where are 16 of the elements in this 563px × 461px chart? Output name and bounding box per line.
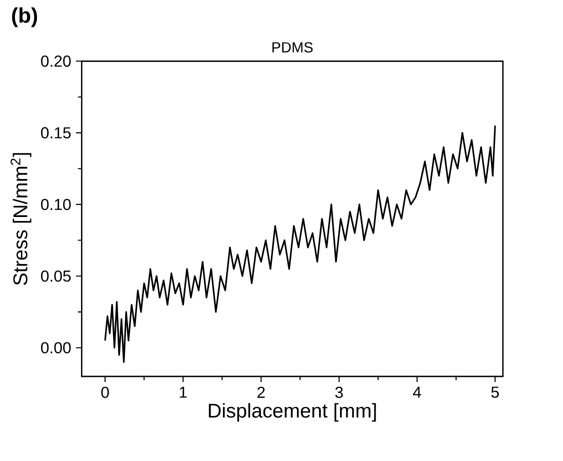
x-tick-label: 3 xyxy=(335,386,343,398)
y-tick-label: 0.05 xyxy=(41,270,71,282)
y-axis-title: Stress [N/mm$^{2}$] xyxy=(10,153,32,286)
y-tick-label: 0.10 xyxy=(41,198,71,210)
x-tick-label: 4 xyxy=(413,386,422,398)
line-series xyxy=(104,124,496,363)
y-tick-label: 0.15 xyxy=(41,127,71,138)
text: (b) xyxy=(12,7,38,28)
x-tick-label: 0 xyxy=(101,386,109,398)
x-tick-label: 1 xyxy=(180,386,187,398)
x-axis-title: Displacement [mm] xyxy=(208,403,376,422)
x-tick-label: 2 xyxy=(257,386,265,398)
chart-title: PDMS xyxy=(272,42,313,53)
y-tick-label: 0.20 xyxy=(41,56,71,67)
x-tick-label: 5 xyxy=(491,386,499,398)
y-tick-label: 0.00 xyxy=(41,342,71,354)
